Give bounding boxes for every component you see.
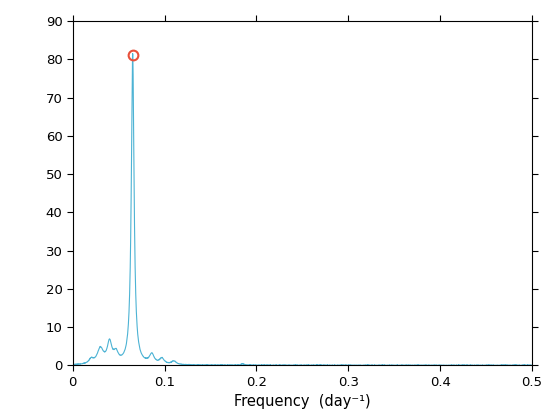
X-axis label: Frequency  (day⁻¹): Frequency (day⁻¹) [234,394,371,410]
